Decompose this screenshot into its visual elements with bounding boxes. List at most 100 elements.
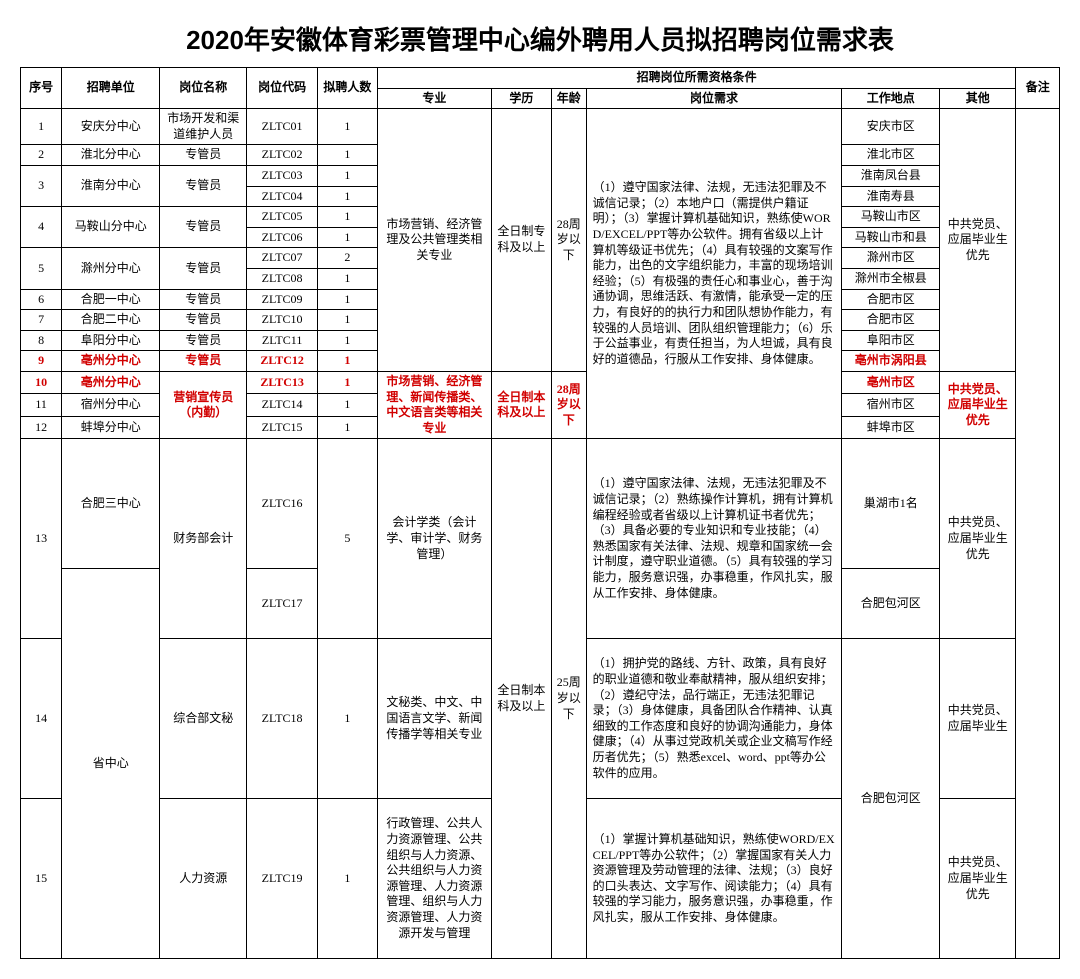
cell-num: 1	[317, 145, 377, 166]
cell-pos: 营销宣传员（内勤）	[160, 371, 247, 438]
cell-unit: 安庆分中心	[62, 109, 160, 145]
cell-code: ZLTC15	[247, 416, 318, 438]
table-row: 13 合肥三中心 财务部会计 ZLTC16 5 会计学类（会计学、审计学、财务管…	[21, 439, 1060, 569]
cell-seq: 10	[21, 371, 62, 393]
cell-note	[1016, 109, 1060, 959]
cell-pos: 专管员	[160, 207, 247, 248]
cell-pos: 市场开发和渠道维护人员	[160, 109, 247, 145]
cell-loc: 合肥包河区	[842, 569, 940, 639]
cell-loc: 亳州市涡阳县	[842, 351, 940, 372]
cell-unit: 滁州分中心	[62, 248, 160, 289]
cell-unit: 阜阳分中心	[62, 330, 160, 351]
cell-pos: 专管员	[160, 351, 247, 372]
cell-age: 25周岁以下	[551, 439, 586, 959]
cell-num: 1	[317, 289, 377, 310]
cell-seq: 6	[21, 289, 62, 310]
cell-age: 28周岁以下	[551, 109, 586, 372]
cell-other: 中共党员、应届毕业生优先	[940, 439, 1016, 639]
th-note: 备注	[1016, 68, 1060, 109]
cell-unit: 合肥二中心	[62, 310, 160, 331]
cell-loc: 马鞍山市区	[842, 207, 940, 228]
cell-num: 2	[317, 248, 377, 269]
cell-unit: 蚌埠分中心	[62, 416, 160, 438]
cell-pos: 专管员	[160, 330, 247, 351]
cell-code: ZLTC07	[247, 248, 318, 269]
cell-loc: 合肥包河区	[842, 639, 940, 959]
cell-num: 1	[317, 416, 377, 438]
th-req: 岗位需求	[586, 88, 842, 109]
cell-code: ZLTC05	[247, 207, 318, 228]
th-code: 岗位代码	[247, 68, 318, 109]
th-unit: 招聘单位	[62, 68, 160, 109]
cell-unit: 淮北分中心	[62, 145, 160, 166]
cell-req: （1）遵守国家法律、法规，无违法犯罪及不诚信记录；（2）本地户口（需提供户籍证明…	[586, 109, 842, 439]
cell-code: ZLTC01	[247, 109, 318, 145]
cell-seq: 3	[21, 165, 62, 206]
cell-seq: 4	[21, 207, 62, 248]
th-seq: 序号	[21, 68, 62, 109]
cell-loc: 阜阳市区	[842, 330, 940, 351]
th-edu: 学历	[492, 88, 552, 109]
cell-loc: 淮南凤台县	[842, 165, 940, 186]
cell-unit: 宿州分中心	[62, 394, 160, 416]
cell-pos: 财务部会计	[160, 439, 247, 639]
cell-loc: 安庆市区	[842, 109, 940, 145]
cell-num: 1	[317, 639, 377, 799]
cell-code: ZLTC14	[247, 394, 318, 416]
th-major: 专业	[377, 88, 491, 109]
cell-loc: 亳州市区	[842, 371, 940, 393]
cell-unit: 合肥一中心	[62, 289, 160, 310]
cell-loc: 蚌埠市区	[842, 416, 940, 438]
cell-seq: 5	[21, 248, 62, 289]
cell-code: ZLTC19	[247, 799, 318, 959]
cell-major: 市场营销、经济管理及公共管理类相关专业	[377, 109, 491, 372]
cell-loc: 淮北市区	[842, 145, 940, 166]
cell-seq: 14	[21, 639, 62, 799]
cell-seq: 9	[21, 351, 62, 372]
cell-pos: 专管员	[160, 248, 247, 289]
cell-pos: 专管员	[160, 145, 247, 166]
cell-code: ZLTC13	[247, 371, 318, 393]
cell-seq: 13	[21, 439, 62, 639]
cell-num: 1	[317, 351, 377, 372]
cell-code: ZLTC06	[247, 227, 318, 248]
cell-num: 1	[317, 371, 377, 393]
cell-num: 1	[317, 186, 377, 207]
th-other: 其他	[940, 88, 1016, 109]
cell-seq: 11	[21, 394, 62, 416]
cell-pos: 专管员	[160, 165, 247, 206]
cell-unit: 淮南分中心	[62, 165, 160, 206]
cell-unit: 合肥三中心	[62, 439, 160, 569]
cell-other: 中共党员、应届毕业生优先	[940, 799, 1016, 959]
cell-major: 会计学类（会计学、审计学、财务管理）	[377, 439, 491, 639]
cell-num: 1	[317, 310, 377, 331]
cell-req: （1）遵守国家法律、法规，无违法犯罪及不诚信记录；（2）熟练操作计算机，拥有计算…	[586, 439, 842, 639]
table-row: 10 亳州分中心 营销宣传员（内勤） ZLTC13 1 市场营销、经济管理、新闻…	[21, 371, 1060, 393]
cell-code: ZLTC04	[247, 186, 318, 207]
cell-loc: 淮南寿县	[842, 186, 940, 207]
cell-code: ZLTC02	[247, 145, 318, 166]
cell-loc: 滁州市全椒县	[842, 268, 940, 289]
cell-pos: 专管员	[160, 289, 247, 310]
cell-seq: 7	[21, 310, 62, 331]
cell-edu: 全日制本科及以上	[492, 439, 552, 959]
cell-code: ZLTC16	[247, 439, 318, 569]
cell-loc: 巢湖市1名	[842, 439, 940, 569]
cell-code: ZLTC11	[247, 330, 318, 351]
cell-loc: 合肥市区	[842, 289, 940, 310]
cell-major: 文秘类、中文、中国语言文学、新闻传播学等相关专业	[377, 639, 491, 799]
th-num: 拟聘人数	[317, 68, 377, 109]
cell-loc: 马鞍山市和县	[842, 227, 940, 248]
th-pos: 岗位名称	[160, 68, 247, 109]
cell-num: 1	[317, 330, 377, 351]
cell-code: ZLTC10	[247, 310, 318, 331]
cell-major: 市场营销、经济管理、新闻传播类、中文语言类等相关专业	[377, 371, 491, 438]
cell-seq: 2	[21, 145, 62, 166]
header-row-1: 序号 招聘单位 岗位名称 岗位代码 拟聘人数 招聘岗位所需资格条件 备注	[21, 68, 1060, 89]
cell-pos: 综合部文秘	[160, 639, 247, 799]
cell-seq: 8	[21, 330, 62, 351]
recruitment-table: 序号 招聘单位 岗位名称 岗位代码 拟聘人数 招聘岗位所需资格条件 备注 专业 …	[20, 67, 1060, 959]
cell-loc: 宿州市区	[842, 394, 940, 416]
table-row: 1 安庆分中心 市场开发和渠道维护人员 ZLTC01 1 市场营销、经济管理及公…	[21, 109, 1060, 145]
cell-num: 1	[317, 109, 377, 145]
